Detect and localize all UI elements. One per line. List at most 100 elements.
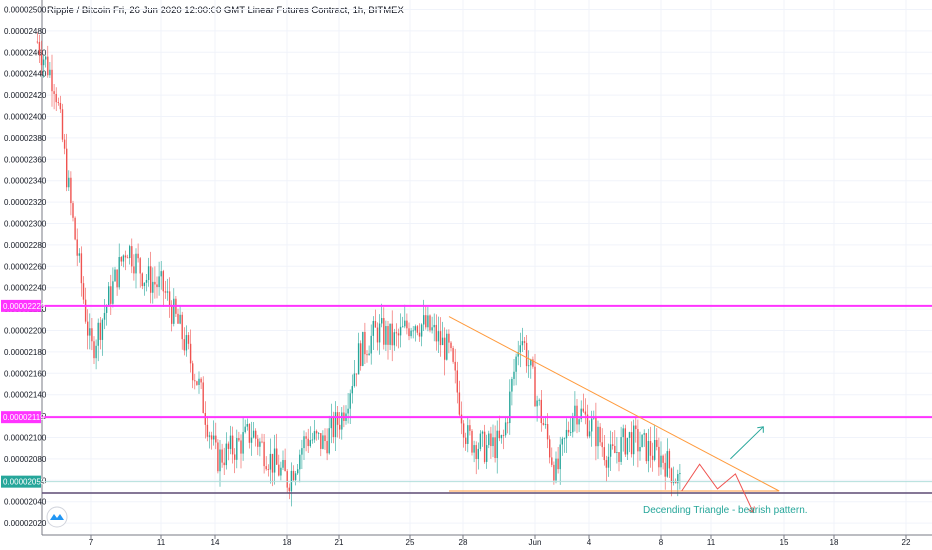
candle-body bbox=[309, 440, 311, 447]
candle-body bbox=[328, 428, 330, 454]
candle-body bbox=[133, 266, 135, 274]
candle-body bbox=[412, 330, 414, 332]
candle-body bbox=[429, 315, 431, 331]
x-tick-label: 21 bbox=[335, 538, 344, 547]
candle-body bbox=[521, 341, 524, 346]
candle-body bbox=[221, 449, 223, 463]
candle-body bbox=[173, 298, 175, 324]
candle-body bbox=[307, 438, 309, 447]
candle-body bbox=[612, 444, 614, 446]
candle-body bbox=[166, 291, 169, 293]
tradingview-cloud-icon[interactable] bbox=[46, 506, 68, 528]
candle-body bbox=[225, 443, 227, 466]
candle-body bbox=[61, 109, 64, 140]
candle-body bbox=[213, 435, 215, 440]
candle-body bbox=[114, 269, 116, 282]
candle-body bbox=[336, 412, 339, 425]
candle-body bbox=[679, 473, 681, 475]
candle-body bbox=[179, 314, 181, 324]
candle-body bbox=[523, 341, 526, 343]
candle-body bbox=[528, 365, 530, 367]
candle-body bbox=[433, 324, 435, 328]
candle-body bbox=[206, 424, 209, 437]
candle-body bbox=[534, 366, 536, 407]
candle-body bbox=[452, 348, 454, 362]
candle-body bbox=[200, 378, 202, 383]
candle-body bbox=[320, 433, 322, 449]
candle-body bbox=[322, 435, 324, 449]
y-tick-label: 0.00002380 bbox=[4, 134, 47, 143]
candle-body bbox=[156, 284, 158, 288]
candle-body bbox=[238, 438, 240, 441]
candle-body bbox=[189, 343, 192, 364]
candle-body bbox=[139, 258, 141, 274]
candle-body bbox=[469, 425, 471, 431]
candle-body bbox=[70, 177, 72, 204]
candle-body bbox=[263, 441, 265, 467]
resistance-upper-label: 0.00002223 bbox=[3, 302, 46, 311]
candle-body bbox=[496, 430, 498, 459]
candle-body bbox=[624, 428, 626, 455]
candle-body bbox=[618, 452, 620, 462]
candle-body bbox=[192, 363, 194, 381]
candle-body bbox=[578, 419, 580, 425]
candle-body bbox=[444, 337, 446, 360]
candle-body bbox=[330, 416, 332, 429]
candle-body bbox=[162, 271, 164, 292]
y-tick-label: 0.00002100 bbox=[4, 434, 47, 443]
candle-body bbox=[273, 448, 276, 473]
candle-body bbox=[349, 393, 351, 409]
candle-body bbox=[467, 425, 469, 444]
candle-body bbox=[454, 361, 456, 371]
candle-body bbox=[586, 414, 589, 437]
bearish-arrow-head bbox=[748, 506, 755, 514]
candle-body bbox=[406, 320, 408, 329]
x-tick-label: 15 bbox=[780, 538, 789, 547]
candle-body bbox=[366, 354, 368, 356]
candle-body bbox=[483, 431, 486, 462]
y-tick-label: 0.00002040 bbox=[4, 498, 47, 507]
candle-body bbox=[355, 373, 358, 375]
candle-body bbox=[288, 487, 290, 492]
candle-body bbox=[45, 56, 47, 60]
candle-body bbox=[103, 312, 106, 320]
candle-body bbox=[479, 433, 482, 449]
y-tick-label: 0.00002260 bbox=[4, 262, 47, 271]
candle-body bbox=[137, 253, 139, 259]
labels: 0.00002223 0.00002119 0.00002055 Decending … bbox=[1, 299, 808, 516]
candle-body bbox=[353, 373, 356, 387]
candle-body bbox=[252, 430, 255, 438]
candle-body bbox=[284, 460, 286, 472]
candle-body bbox=[435, 324, 437, 342]
candle-body bbox=[546, 424, 549, 440]
candle-body bbox=[292, 470, 295, 481]
candle-body bbox=[63, 139, 66, 149]
candle-body bbox=[385, 326, 387, 345]
candle-body bbox=[666, 451, 668, 477]
candle-body bbox=[519, 345, 521, 353]
candle-body bbox=[101, 319, 104, 340]
y-tick-label: 0.00002440 bbox=[4, 70, 47, 79]
candle-body bbox=[55, 93, 57, 103]
candle-body bbox=[502, 435, 505, 436]
bullish-arrow-head bbox=[757, 426, 764, 433]
candle-body bbox=[425, 315, 427, 328]
y-tick-label: 0.00002180 bbox=[4, 348, 47, 357]
candle-body bbox=[110, 286, 112, 304]
candle-body bbox=[456, 370, 458, 393]
candle-body bbox=[423, 315, 425, 325]
candle-body bbox=[183, 339, 185, 351]
candle-body bbox=[416, 326, 419, 333]
candle-body bbox=[36, 41, 38, 43]
candle-body bbox=[391, 323, 393, 346]
candle-body bbox=[668, 451, 671, 469]
candle-body bbox=[597, 426, 599, 447]
candle-body bbox=[565, 429, 568, 439]
candle-body bbox=[635, 425, 637, 430]
candle-body bbox=[215, 435, 217, 443]
candle-body bbox=[84, 299, 87, 322]
x-tick-label: 18 bbox=[830, 538, 839, 547]
candle-body bbox=[393, 332, 395, 346]
candle-body bbox=[414, 326, 416, 331]
